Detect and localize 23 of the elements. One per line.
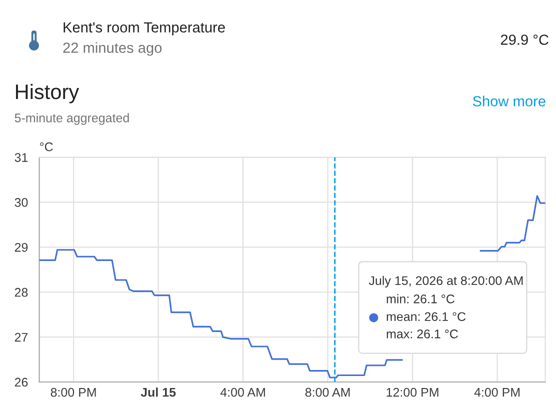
y-tick-label: 31	[14, 153, 28, 162]
x-tick-label: Jul 15	[140, 388, 176, 397]
x-tick-label: 4:00 PM	[474, 388, 520, 397]
text: Show more	[472, 96, 546, 106]
y-tick-label: 29	[14, 242, 28, 252]
y-tick-label: 27	[14, 332, 28, 342]
x-tick-label: 4:00 AM	[220, 388, 265, 397]
text: Kent's room Temperature	[64, 22, 225, 36]
annotation: mean: 26.1 °C	[386, 312, 466, 322]
y-axis-title: °C	[40, 142, 53, 152]
x-tick-label: 12:00 PM	[386, 388, 438, 397]
text: 29.9 °C	[500, 34, 548, 45]
y-tick-label: 26	[14, 378, 28, 387]
chart-subtitle: 5-minute aggregated	[14, 113, 129, 125]
x-tick-label: 8:00 AM	[305, 388, 350, 397]
annotation: min: 26.1 °C	[386, 294, 454, 304]
y-tick-label: 28	[14, 288, 28, 297]
annotation: July 15, 2026 at 8:20:00 AM	[368, 276, 523, 288]
text: 22 minutes ago	[63, 42, 162, 56]
y-tick-label: 30	[14, 198, 28, 207]
x-tick-label: 8:00 PM	[50, 388, 96, 397]
annotation: max: 26.1 °C	[386, 330, 458, 338]
chart-title: History	[16, 84, 80, 104]
